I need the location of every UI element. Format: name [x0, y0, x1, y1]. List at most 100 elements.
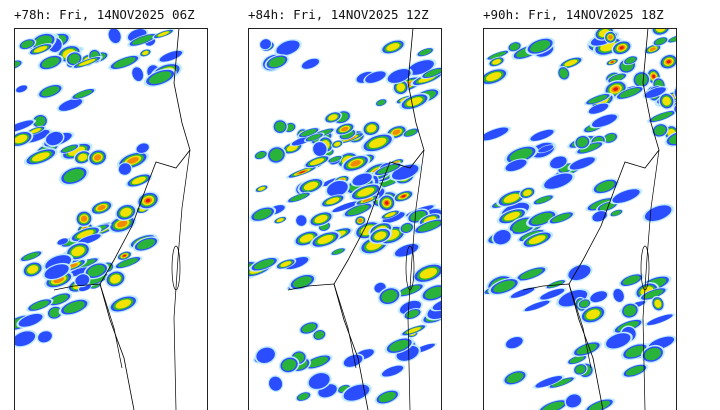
precip-cell	[334, 141, 341, 147]
precip-cell	[46, 131, 63, 146]
precip-cell	[18, 313, 43, 327]
precip-cell	[300, 128, 317, 137]
precip-cell	[293, 276, 312, 288]
precip-cell	[382, 212, 405, 223]
precip-cell	[75, 274, 90, 287]
precip-cell	[559, 68, 569, 79]
precip-cell	[350, 160, 361, 167]
precip-cell	[21, 40, 34, 49]
precip-cell	[347, 204, 369, 216]
precip-cell	[635, 73, 648, 86]
precip-cell	[118, 163, 132, 175]
precip-cell	[145, 198, 151, 203]
precip-cell	[256, 347, 275, 363]
precip-cell	[58, 98, 83, 111]
precip-cell	[94, 154, 102, 161]
precip-cell	[303, 181, 319, 191]
precip-cell	[483, 127, 509, 141]
precip-cell	[253, 208, 272, 220]
precip-cell	[492, 59, 501, 65]
precip-cell	[649, 47, 656, 51]
precip-cell	[509, 148, 533, 162]
precip-cell	[523, 189, 532, 197]
precip-cell	[505, 159, 527, 172]
precip-cell	[256, 151, 266, 159]
precip-cell	[417, 220, 441, 232]
precip-cell	[551, 213, 571, 223]
precip-cell	[301, 58, 320, 69]
precip-cell	[365, 71, 386, 83]
precip-cell	[299, 234, 314, 243]
precip-cell	[313, 142, 327, 157]
precip-cell	[131, 176, 146, 185]
precip-cell	[269, 148, 284, 162]
precip-cell	[41, 86, 60, 97]
precip-cell	[666, 60, 671, 64]
precip-cell	[274, 121, 286, 132]
precip-cell	[489, 51, 507, 59]
precip-cell	[307, 134, 322, 141]
panel-title: +90h: Fri, 14NOV2025 18Z	[483, 7, 664, 22]
precip-cell	[576, 343, 598, 355]
precip-cell	[290, 193, 308, 202]
precip-cell	[314, 331, 325, 339]
precip-cell	[652, 74, 656, 79]
precip-cell	[327, 180, 348, 197]
precip-cell	[668, 132, 677, 145]
precip-cell	[669, 35, 677, 42]
precip-cell	[530, 129, 554, 141]
precip-cell	[623, 305, 637, 317]
precip-cell	[588, 94, 608, 104]
map-panel	[14, 28, 208, 410]
precip-cell	[432, 297, 442, 311]
precip-cell	[619, 46, 624, 50]
precip-cell	[80, 215, 88, 222]
precip-cell	[343, 384, 370, 401]
precip-cell	[407, 60, 434, 75]
precip-cell	[378, 391, 396, 403]
precip-cell	[68, 53, 81, 65]
panel-frame	[14, 28, 208, 410]
map-panel	[483, 28, 677, 410]
precip-cell	[569, 355, 585, 364]
precip-cell	[392, 129, 401, 135]
precip-cell	[538, 145, 554, 153]
precip-cell	[157, 31, 170, 37]
precip-cell	[586, 309, 600, 320]
precip-cell	[524, 300, 550, 312]
precip-cell	[569, 157, 595, 170]
precip-cell	[550, 156, 567, 169]
precip-cell	[122, 254, 126, 257]
precip-cell	[117, 220, 128, 228]
precip-cell	[520, 268, 543, 280]
precip-cell	[625, 57, 636, 64]
precip-cell	[551, 378, 572, 387]
precip-cell	[406, 97, 423, 107]
precip-cell	[307, 356, 328, 368]
precip-cell	[405, 129, 417, 137]
coastline	[568, 28, 660, 410]
precip-cell	[15, 85, 28, 93]
precip-cell	[391, 164, 419, 180]
precip-cell	[596, 180, 615, 192]
precip-cell	[654, 125, 666, 136]
precip-cell	[493, 280, 516, 293]
precip-cell	[308, 373, 330, 389]
precip-cell	[34, 116, 46, 127]
precip-cell	[385, 212, 396, 218]
precip-cell	[87, 264, 105, 277]
precip-cell	[366, 124, 377, 133]
coastline	[333, 28, 425, 410]
precip-cell	[142, 50, 149, 56]
panel-title: +78h: Fri, 14NOV2025 06Z	[14, 7, 195, 22]
precip-cell	[386, 43, 400, 51]
precip-cell	[644, 87, 666, 98]
lake	[640, 245, 650, 291]
precip-cell	[38, 331, 52, 343]
precip-cell	[419, 267, 438, 279]
precip-cell	[352, 173, 372, 186]
precip-cell	[579, 300, 590, 308]
precip-cell	[530, 40, 551, 53]
precip-cell	[544, 173, 573, 189]
